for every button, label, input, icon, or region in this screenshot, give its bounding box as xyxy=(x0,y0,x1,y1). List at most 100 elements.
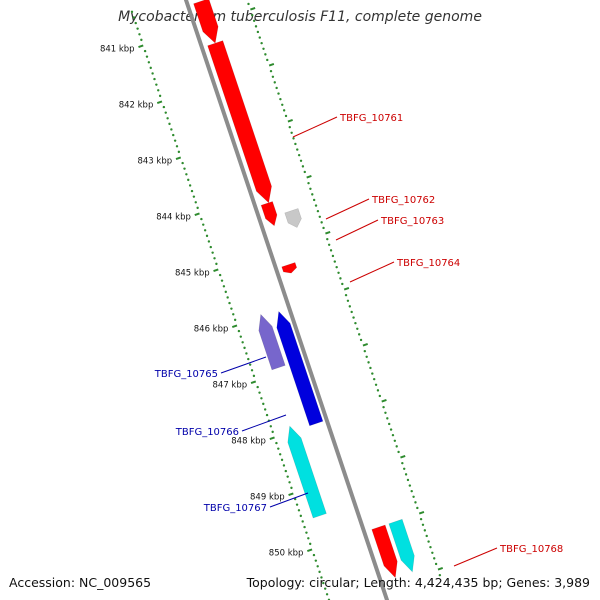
inner-scale-dot xyxy=(263,408,267,411)
inner-scale-dot xyxy=(175,145,179,148)
outer-scale-dot xyxy=(297,153,301,157)
inner-scale-dot xyxy=(209,245,212,249)
gene-arrow-tbfg-10767 xyxy=(287,425,327,519)
inner-scale-dot xyxy=(140,38,143,42)
outer-scale-dot xyxy=(322,226,325,230)
outer-scale-dot xyxy=(363,349,367,353)
outer-scale-dot xyxy=(393,439,397,442)
inner-scale-dot xyxy=(316,565,319,568)
inner-scale-dot xyxy=(288,481,291,484)
outer-scale-dot xyxy=(271,75,275,78)
gene-label: TBFG_10765 xyxy=(154,369,218,380)
outer-scale-major-tick xyxy=(381,399,387,403)
outer-scale-dot xyxy=(260,41,263,45)
inner-scale-dot xyxy=(196,206,199,210)
inner-scale-major-tick xyxy=(288,492,294,497)
outer-scale-dot xyxy=(282,109,286,112)
inner-scale-dot xyxy=(322,581,325,585)
outer-scale-dot xyxy=(284,114,288,118)
outer-scale-dot xyxy=(339,277,342,280)
inner-scale-dot xyxy=(307,537,310,540)
inner-scale-dot xyxy=(312,553,316,557)
outer-scale-dot xyxy=(279,97,282,101)
gene-label-leader xyxy=(325,198,370,220)
accession-text: Accession: NC_009565 xyxy=(9,575,152,590)
inner-scale-dot xyxy=(194,201,197,204)
outer-scale-major-tick xyxy=(250,7,256,11)
inner-scale-dot xyxy=(173,139,177,142)
inner-scale-dot xyxy=(325,593,329,596)
outer-scale-dot xyxy=(414,501,417,504)
inner-scale-dot xyxy=(164,111,167,114)
outer-scale-dot xyxy=(303,170,306,174)
inner-scale-dot xyxy=(232,313,235,316)
scale-tick-label: 848 kbp xyxy=(231,437,266,447)
outer-scale-dot xyxy=(326,237,329,241)
outer-scale-dot xyxy=(365,355,368,358)
inner-scale-dot xyxy=(301,520,304,523)
gene-arrow-tbfg-10763 xyxy=(284,208,302,228)
gene-label-leader xyxy=(292,116,338,138)
outer-scale-dot xyxy=(434,562,438,566)
inner-scale-dot xyxy=(286,475,289,478)
inner-scale-major-tick xyxy=(269,436,275,441)
inner-scale-dot xyxy=(130,10,134,14)
scale-tick-label: 847 kbp xyxy=(213,381,248,391)
gene-arrow-tbfg-10768 xyxy=(388,518,415,573)
gene-label: TBFG_10767 xyxy=(203,503,267,514)
inner-scale-dot xyxy=(275,441,278,445)
outer-scale-dot xyxy=(367,361,370,364)
inner-scale-dot xyxy=(237,329,241,333)
outer-scale-dot xyxy=(290,131,293,134)
inner-scale-dot xyxy=(172,133,175,137)
outer-scale-dot xyxy=(341,282,344,286)
inner-scale-dot xyxy=(299,514,303,518)
inner-scale-dot xyxy=(192,195,196,198)
inner-scale-dot xyxy=(282,464,286,467)
inner-scale-dot xyxy=(187,178,190,182)
inner-scale-major-tick xyxy=(138,44,144,49)
inner-scale-dot xyxy=(157,89,160,92)
outer-scale-dot xyxy=(427,540,430,543)
scale-tick-label: 843 kbp xyxy=(137,157,172,167)
outer-scale-dot xyxy=(406,478,410,482)
inner-scale-dot xyxy=(170,128,173,131)
inner-scale-dot xyxy=(245,352,248,355)
inner-scale-dot xyxy=(183,167,186,170)
inner-scale-dot xyxy=(203,229,207,232)
inner-scale-dot xyxy=(258,391,261,394)
inner-scale-major-tick xyxy=(156,100,163,105)
gene-label: TBFG_10763 xyxy=(380,216,444,227)
inner-scale-dot xyxy=(228,301,231,305)
outer-scale-dot xyxy=(395,445,398,448)
gene-arrow-partial-top xyxy=(193,0,219,44)
scale-tick-label: 844 kbp xyxy=(156,213,191,223)
outer-scale-major-tick xyxy=(325,231,331,235)
outer-scale-dot xyxy=(408,484,412,487)
gene-label: TBFG_10766 xyxy=(175,427,239,438)
inner-scale-dot xyxy=(256,385,259,389)
inner-scale-dot xyxy=(132,16,136,19)
outer-scale-dot xyxy=(258,36,261,39)
outer-scale-dot xyxy=(273,81,276,84)
outer-scale-dot xyxy=(423,529,427,532)
outer-scale-dot xyxy=(356,327,359,330)
gene-label-leader xyxy=(220,356,267,374)
gene-label-leader xyxy=(269,492,309,508)
inner-scale-dot xyxy=(295,503,299,506)
inner-scale-dot xyxy=(233,318,237,322)
outer-scale-dot xyxy=(412,495,415,498)
gene-label: TBFG_10762 xyxy=(371,195,435,206)
outer-scale-dot xyxy=(350,310,353,314)
inner-scale-dot xyxy=(220,279,224,282)
inner-scale-dot xyxy=(215,262,218,266)
inner-scale-dot xyxy=(280,458,284,462)
outer-scale-major-tick xyxy=(400,455,406,459)
inner-scale-dot xyxy=(297,509,301,512)
gene-arrow-tbfg-10764 xyxy=(281,262,298,274)
outer-scale-dot xyxy=(344,293,348,297)
inner-scale-dot xyxy=(303,525,306,529)
outer-scale-dot xyxy=(307,181,310,185)
inner-scale-dot xyxy=(226,296,229,299)
outer-scale-dot xyxy=(372,377,376,381)
